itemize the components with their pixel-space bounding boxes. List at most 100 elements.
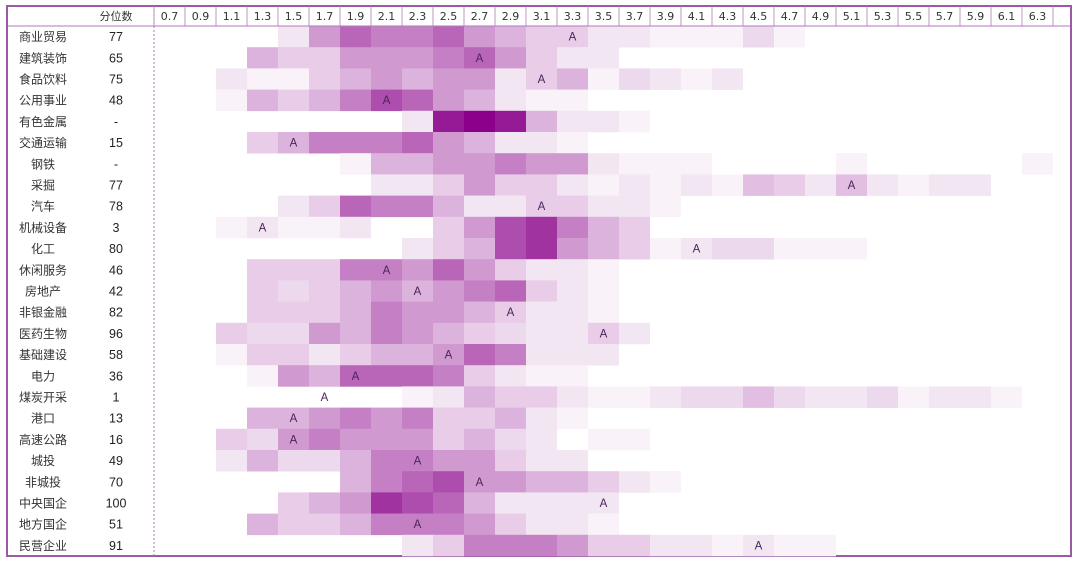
- heat-cell: [588, 259, 619, 281]
- heat-cell: [464, 132, 495, 154]
- heat-cell: [340, 26, 371, 48]
- heat-cell: [464, 280, 495, 302]
- row-name: 建筑装饰: [19, 50, 67, 65]
- x-tick-label: 5.9: [967, 10, 985, 23]
- heat-cell: [433, 153, 464, 175]
- heat-cell: [309, 513, 340, 536]
- current-marker: A: [445, 350, 453, 362]
- current-marker: A: [259, 222, 267, 234]
- heat-cell: [402, 238, 433, 260]
- x-tick-label: 3.5: [595, 10, 613, 23]
- heat-cell: [495, 174, 526, 196]
- percentile-header: 分位数: [100, 9, 133, 23]
- heat-cell: [526, 322, 557, 345]
- heat-cell: [557, 407, 588, 430]
- row-percentile: 77: [109, 179, 123, 193]
- heat-cell: [278, 89, 309, 112]
- heat-cell: [495, 344, 526, 366]
- heat-cell: [495, 110, 526, 133]
- heat-cell: [681, 153, 712, 175]
- row-name: 休闲服务: [19, 262, 67, 277]
- heat-cell: [495, 365, 526, 387]
- current-marker: A: [538, 201, 546, 213]
- heat-cell: [495, 132, 526, 154]
- heat-cell: [340, 68, 371, 90]
- heat-cell: [588, 471, 619, 493]
- heat-cell: [340, 89, 371, 112]
- heat-cell: [309, 259, 340, 281]
- row-name: 公用事业: [19, 94, 67, 108]
- heat-cell: [278, 344, 309, 366]
- heat-cell: [247, 407, 278, 430]
- row-name: 高速公路: [19, 432, 67, 447]
- heat-cell: [464, 89, 495, 112]
- heat-cell: [557, 68, 588, 90]
- heat-cell: [433, 492, 464, 514]
- heat-cell: [340, 153, 371, 175]
- heat-cell: [247, 450, 278, 472]
- x-tick-label: 6.3: [1029, 10, 1047, 23]
- row-name: 地方国企: [19, 517, 67, 532]
- row-name: 食品饮料: [19, 72, 67, 87]
- x-tick-label: 3.9: [657, 10, 675, 23]
- heat-cell: [650, 386, 681, 408]
- heat-cell: [557, 195, 588, 218]
- heat-cell: [278, 301, 309, 324]
- row-name: 有色金属: [19, 114, 67, 129]
- heat-cell: [278, 513, 309, 536]
- heat-cell: [495, 259, 526, 281]
- heat-cell: [1022, 153, 1053, 175]
- row-percentile: 75: [109, 73, 123, 87]
- heat-cell: [557, 89, 588, 112]
- heat-cell: [402, 450, 433, 472]
- heat-cell: [526, 26, 557, 48]
- heat-cell: [278, 47, 309, 69]
- current-marker: A: [290, 138, 298, 150]
- heat-cell: [588, 174, 619, 196]
- heat-cell: [402, 132, 433, 154]
- heat-cell: [340, 259, 371, 281]
- heat-cell: [433, 68, 464, 90]
- heat-cell: [216, 68, 247, 90]
- heat-cell: [216, 216, 247, 239]
- heat-cell: [402, 301, 433, 324]
- heat-cell: [247, 68, 278, 90]
- current-marker: A: [290, 434, 298, 446]
- heat-cell: [743, 534, 774, 557]
- row-name: 机械设备: [19, 220, 67, 235]
- heat-cell: [805, 386, 836, 408]
- x-tick-label: 2.1: [378, 10, 396, 23]
- heat-cell: [557, 216, 588, 239]
- heat-cell: [433, 344, 464, 366]
- heat-cell: [340, 195, 371, 218]
- heat-cell: [898, 174, 929, 196]
- heat-cell: [867, 386, 898, 408]
- current-marker: A: [538, 74, 546, 86]
- heat-cell: [216, 428, 247, 451]
- heat-cell: [464, 344, 495, 366]
- heat-cell: [371, 280, 402, 302]
- heat-cell: [247, 47, 278, 69]
- heat-cell: [588, 322, 619, 345]
- row-name: 基础建设: [19, 348, 67, 362]
- x-tick-label: 4.7: [781, 10, 799, 23]
- heat-cell: [278, 216, 309, 239]
- heat-cell: [681, 26, 712, 48]
- heat-cell: [309, 428, 340, 451]
- heat-cell: [495, 492, 526, 514]
- heat-cell: [340, 132, 371, 154]
- heat-cell: [433, 513, 464, 536]
- heat-cell: [526, 365, 557, 387]
- row-percentile: 65: [109, 51, 123, 65]
- row-percentile: 15: [109, 136, 123, 150]
- heat-cell: [464, 174, 495, 196]
- heat-cell: [402, 280, 433, 302]
- heat-cell: [464, 238, 495, 260]
- heat-cell: [774, 534, 805, 557]
- x-tick-label: 6.1: [998, 10, 1016, 23]
- heat-cell: [371, 428, 402, 451]
- x-tick-label: 4.3: [719, 10, 737, 23]
- heat-cell: [619, 534, 650, 557]
- heat-cell: [619, 238, 650, 260]
- x-tick-label: 3.1: [533, 10, 551, 23]
